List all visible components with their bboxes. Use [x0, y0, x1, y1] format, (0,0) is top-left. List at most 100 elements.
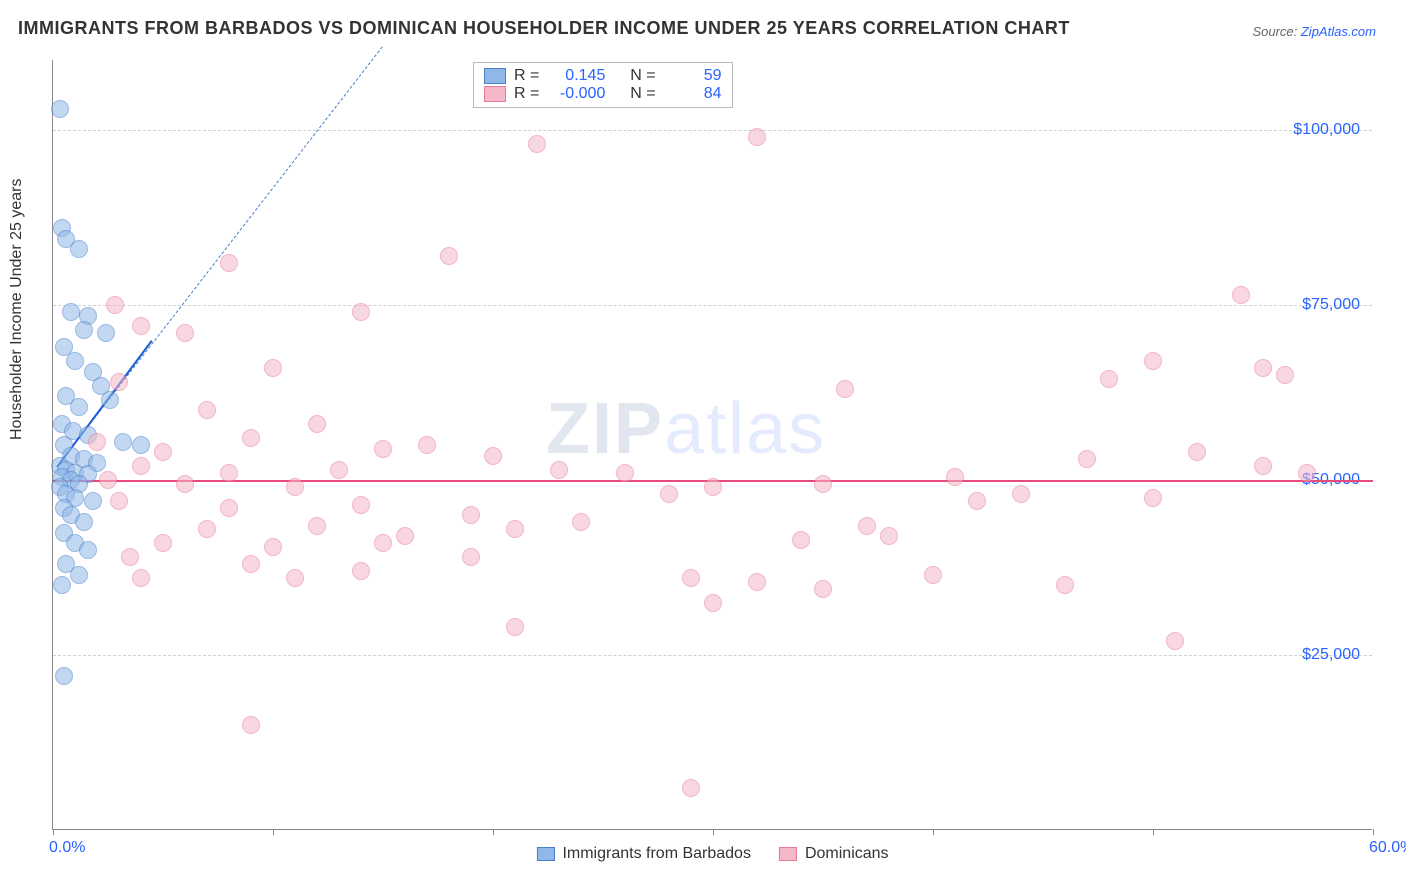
- data-point-dominicans: [682, 569, 700, 587]
- data-point-dominicans: [352, 562, 370, 580]
- data-point-dominicans: [176, 324, 194, 342]
- n-label: N =: [630, 85, 655, 103]
- x-tick: [713, 829, 714, 835]
- watermark-left: ZIP: [546, 389, 664, 469]
- data-point-dominicans: [286, 478, 304, 496]
- data-point-barbados: [51, 100, 69, 118]
- data-point-dominicans: [528, 135, 546, 153]
- y-axis-label: Householder Income Under 25 years: [8, 179, 26, 440]
- data-point-dominicans: [88, 433, 106, 451]
- data-point-dominicans: [220, 254, 238, 272]
- data-point-dominicans: [242, 555, 260, 573]
- data-point-dominicans: [110, 492, 128, 510]
- data-point-dominicans: [418, 436, 436, 454]
- data-point-dominicans: [198, 520, 216, 538]
- data-point-dominicans: [132, 457, 150, 475]
- data-point-dominicans: [748, 573, 766, 591]
- source-link[interactable]: ZipAtlas.com: [1301, 24, 1376, 39]
- data-point-dominicans: [814, 475, 832, 493]
- data-point-barbados: [101, 391, 119, 409]
- data-point-barbados: [70, 566, 88, 584]
- data-point-dominicans: [704, 478, 722, 496]
- data-point-barbados: [114, 433, 132, 451]
- data-point-dominicans: [110, 373, 128, 391]
- watermark-right: atlas: [664, 389, 826, 469]
- data-point-dominicans: [440, 247, 458, 265]
- r-label: R =: [514, 67, 539, 85]
- data-point-dominicans: [242, 716, 260, 734]
- data-point-dominicans: [374, 440, 392, 458]
- data-point-dominicans: [264, 359, 282, 377]
- data-point-dominicans: [132, 317, 150, 335]
- data-point-dominicans: [572, 513, 590, 531]
- data-point-barbados: [70, 398, 88, 416]
- data-point-dominicans: [858, 517, 876, 535]
- data-point-dominicans: [484, 447, 502, 465]
- data-point-dominicans: [132, 569, 150, 587]
- legend-swatch: [536, 847, 554, 861]
- data-point-barbados: [53, 576, 71, 594]
- data-point-dominicans: [220, 499, 238, 517]
- x-tick: [53, 829, 54, 835]
- x-tick: [933, 829, 934, 835]
- data-point-dominicans: [924, 566, 942, 584]
- data-point-barbados: [55, 667, 73, 685]
- data-point-dominicans: [506, 618, 524, 636]
- data-point-dominicans: [682, 779, 700, 797]
- data-point-dominicans: [704, 594, 722, 612]
- data-point-dominicans: [748, 128, 766, 146]
- r-label: R =: [514, 85, 539, 103]
- data-point-barbados: [79, 541, 97, 559]
- data-point-dominicans: [352, 496, 370, 514]
- source-credit: Source: ZipAtlas.com: [1252, 24, 1376, 39]
- n-value: 59: [664, 67, 722, 85]
- data-point-dominicans: [220, 464, 238, 482]
- data-point-dominicans: [308, 415, 326, 433]
- data-point-dominicans: [264, 538, 282, 556]
- data-point-dominicans: [154, 534, 172, 552]
- data-point-barbados: [70, 240, 88, 258]
- data-point-dominicans: [99, 471, 117, 489]
- data-point-dominicans: [1276, 366, 1294, 384]
- data-point-dominicans: [330, 461, 348, 479]
- data-point-dominicans: [242, 429, 260, 447]
- legend-swatch: [484, 68, 506, 84]
- x-tick: [493, 829, 494, 835]
- data-point-dominicans: [308, 517, 326, 535]
- data-point-dominicans: [1254, 457, 1272, 475]
- legend-label: Immigrants from Barbados: [562, 845, 751, 863]
- watermark: ZIPatlas: [546, 388, 826, 470]
- data-point-dominicans: [396, 527, 414, 545]
- chart-title: IMMIGRANTS FROM BARBADOS VS DOMINICAN HO…: [18, 18, 1070, 39]
- data-point-dominicans: [121, 548, 139, 566]
- data-point-barbados: [97, 324, 115, 342]
- n-value: 84: [664, 85, 722, 103]
- data-point-dominicans: [462, 506, 480, 524]
- x-tick-label: 0.0%: [49, 839, 85, 857]
- data-point-dominicans: [814, 580, 832, 598]
- data-point-dominicans: [198, 401, 216, 419]
- legend-swatch: [484, 86, 506, 102]
- data-point-dominicans: [1144, 352, 1162, 370]
- data-point-dominicans: [374, 534, 392, 552]
- data-point-dominicans: [968, 492, 986, 510]
- data-point-dominicans: [176, 475, 194, 493]
- data-point-dominicans: [1100, 370, 1118, 388]
- y-tick-label: $75,000: [1302, 296, 1360, 314]
- data-point-dominicans: [1298, 464, 1316, 482]
- data-point-dominicans: [352, 303, 370, 321]
- data-point-dominicans: [792, 531, 810, 549]
- correlation-legend: R = 0.145 N = 59 R = -0.000 N = 84: [473, 62, 733, 108]
- data-point-barbados: [66, 352, 84, 370]
- series-legend: Immigrants from Barbados Dominicans: [536, 845, 888, 863]
- data-point-dominicans: [106, 296, 124, 314]
- gridline-h: [53, 305, 1372, 306]
- r-value: 0.145: [547, 67, 605, 85]
- x-tick: [1153, 829, 1154, 835]
- r-value: -0.000: [547, 85, 605, 103]
- gridline-h: [53, 130, 1372, 131]
- n-label: N =: [630, 67, 655, 85]
- data-point-dominicans: [1144, 489, 1162, 507]
- data-point-dominicans: [660, 485, 678, 503]
- legend-item: Dominicans: [779, 845, 889, 863]
